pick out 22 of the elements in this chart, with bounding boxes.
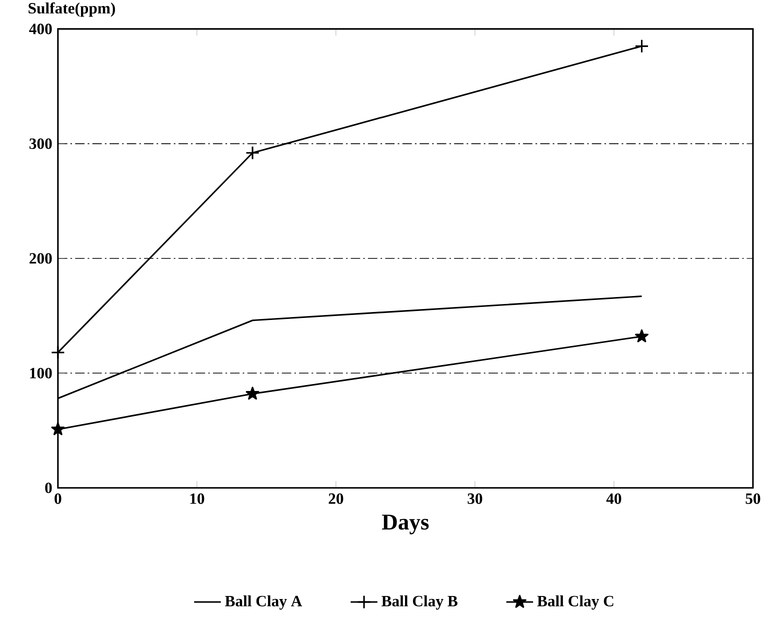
y-tick-label: 300 [29, 138, 52, 150]
legend-label: Ball Clay C [537, 595, 614, 610]
x-tick-label: 0 [54, 494, 62, 504]
point [50, 346, 65, 360]
x-axis-title: Days [382, 514, 429, 534]
x-tick-label: 40 [606, 494, 622, 504]
point [246, 386, 260, 400]
y-tick-label: 0 [45, 482, 52, 494]
point [634, 39, 649, 54]
legend-label: Ball Clay A [225, 595, 302, 610]
point [245, 146, 260, 160]
y-axis-title: Sulfate(ppm) [28, 2, 115, 17]
y-tick-label: 100 [30, 368, 52, 379]
point [635, 329, 648, 342]
x-tick-label: 10 [190, 494, 204, 504]
point [51, 422, 65, 436]
x-tick-label: 30 [468, 494, 482, 504]
legend-label: Ball Clay B [382, 595, 458, 610]
x-tick-label: 20 [328, 494, 344, 504]
y-tick-label: 200 [30, 253, 52, 264]
y-tick-label: 400 [29, 24, 52, 34]
x-tick-label: 50 [746, 494, 760, 504]
